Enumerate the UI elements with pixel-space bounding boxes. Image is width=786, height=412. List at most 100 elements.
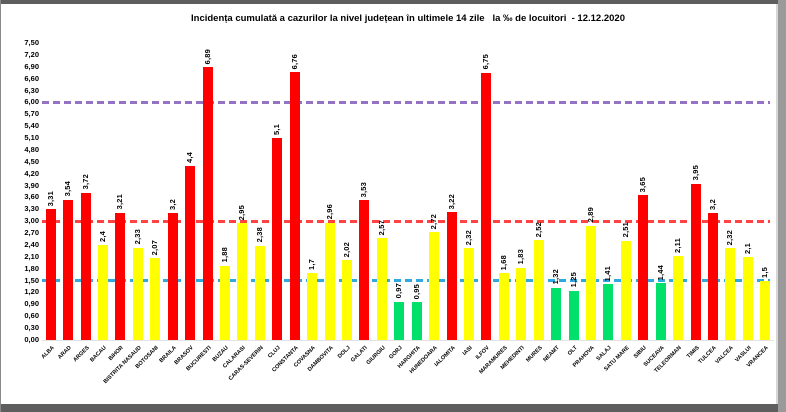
bar-value-label: 3,31 <box>45 190 55 206</box>
bar-vaslui <box>742 256 753 340</box>
bar-value-label: 1,88 <box>220 247 229 263</box>
window-border-bottom <box>0 404 786 412</box>
bar-value-label: 1,83 <box>516 249 526 265</box>
y-axis-tick-label: 6,00 <box>24 97 39 107</box>
bar-value-label: 2,02 <box>342 241 351 258</box>
y-axis-tick-label: 1,80 <box>24 263 39 273</box>
window-border-left <box>0 0 1 412</box>
bar-cluj <box>272 138 283 340</box>
bar-galati <box>359 200 370 340</box>
bar-value-label: 2,95 <box>237 204 247 221</box>
y-axis-tick-label: 5,40 <box>24 121 39 131</box>
bar-value-label: 1,5 <box>760 266 770 278</box>
y-axis-tick-label: 1,50 <box>24 275 39 285</box>
bar-value-label: 2,96 <box>324 204 334 220</box>
bar-prahova <box>586 225 596 340</box>
bar-value-label: 2,51 <box>620 222 630 238</box>
y-axis-tick-label: 3,00 <box>24 216 39 226</box>
bar-value-label: 2,33 <box>132 229 142 245</box>
bar-value-label: 3,21 <box>115 194 125 210</box>
y-axis-tick-label: 6,90 <box>24 61 39 71</box>
bar-value-label: 2,72 <box>429 213 439 230</box>
bar-dambovita <box>324 222 335 340</box>
bar-value-label: 5,1 <box>272 124 282 136</box>
y-axis-tick-label: 6,30 <box>24 85 39 95</box>
bar-constanta <box>289 72 300 340</box>
bar-arad <box>63 199 74 340</box>
bar-mehedinti <box>516 267 527 340</box>
bar-value-label: 4,4 <box>185 151 195 163</box>
y-axis-tick-label: 5,10 <box>24 133 39 143</box>
y-axis-tick-label: 4,80 <box>24 144 39 154</box>
bar-suceava <box>655 282 666 340</box>
bar-braila <box>167 213 178 340</box>
reference-line-3 <box>42 219 770 223</box>
bar-brasov <box>185 165 196 340</box>
bar-value-label: 2,89 <box>586 207 595 223</box>
y-axis-tick-label: 3,90 <box>24 180 39 190</box>
bar-value-label: 2,57 <box>376 219 386 236</box>
bar-giurgiu <box>376 238 387 340</box>
reference-line-6 <box>42 100 770 104</box>
bar-value-label: 2,07 <box>150 239 160 256</box>
y-axis-tick-label: 3,60 <box>24 192 39 202</box>
y-axis-tick-label: 7,50 <box>24 38 39 47</box>
bar-value-label: 2,11 <box>673 238 683 254</box>
bar-value-label: 1,7 <box>307 258 317 270</box>
bar-value-label: 1,25 <box>568 272 578 288</box>
bar-value-label: 2,32 <box>725 229 735 246</box>
bar-value-label: 3,72 <box>80 174 90 190</box>
bar-teleorman <box>673 256 684 340</box>
bar-valcea <box>725 248 736 340</box>
bar-sibiu <box>638 195 649 340</box>
y-axis-tick-label: 0,60 <box>24 311 39 321</box>
y-axis-tick-label: 2,70 <box>24 228 39 238</box>
bar-timis <box>690 183 701 340</box>
window-border-right-highlight <box>776 4 778 404</box>
bar-bucuresti <box>202 67 213 340</box>
bar-value-label: 3,65 <box>638 177 648 193</box>
bar-mures <box>533 240 544 340</box>
bar-value-label: 2,32 <box>464 229 473 246</box>
bar-value-label: 6,76 <box>289 53 299 70</box>
bar-value-label: 1,44 <box>655 264 665 280</box>
bar-value-label: 0,97 <box>394 283 404 299</box>
bar-tulcea <box>708 213 718 340</box>
y-axis-tick-label: 3,30 <box>24 204 39 214</box>
bar-botosani <box>150 258 161 340</box>
bar-value-label: 3,95 <box>690 165 700 181</box>
bar-hunedoara <box>429 232 440 340</box>
bar-vrancea <box>760 280 771 340</box>
x-axis-line <box>42 340 774 341</box>
bar-arges <box>80 192 91 340</box>
bar-bistrita-nasaud <box>132 247 143 340</box>
y-axis-tick-label: 4,50 <box>24 156 39 166</box>
y-axis-tick-label: 7,20 <box>24 49 39 59</box>
bar-covasna <box>307 272 318 340</box>
y-axis-tick-label: 6,60 <box>24 73 39 83</box>
bar-iasi <box>464 248 474 340</box>
y-axis-tick-label: 0,00 <box>24 335 39 344</box>
bar-satu-mare <box>620 240 631 340</box>
bar-value-label: 1,68 <box>498 255 508 271</box>
reference-line-1-5 <box>42 279 770 283</box>
bar-value-label: 1,41 <box>603 265 613 282</box>
bar-value-label: 2,52 <box>533 221 543 238</box>
bar-value-label: 3,53 <box>359 181 369 198</box>
bar-alba <box>45 208 56 340</box>
y-axis-tick-label: 0,90 <box>24 299 39 309</box>
bar-dolj <box>342 260 352 340</box>
bar-olt <box>568 290 579 340</box>
y-axis-tick-label: 4,20 <box>24 168 39 178</box>
bar-caras-severin <box>254 245 265 340</box>
bar-value-label: 2,1 <box>742 242 752 254</box>
bar-value-label: 2,4 <box>98 230 107 242</box>
bar-harghita <box>411 302 422 340</box>
bar-bacau <box>98 244 108 340</box>
y-axis-tick-label: 1,20 <box>24 287 39 297</box>
bar-buzau <box>220 265 230 340</box>
bar-value-label: 3,2 <box>167 199 177 211</box>
chart-title: Incidența cumulată a cazurilor la nivel … <box>191 13 625 24</box>
bar-salaj <box>603 284 614 340</box>
bar-gorj <box>394 301 405 340</box>
